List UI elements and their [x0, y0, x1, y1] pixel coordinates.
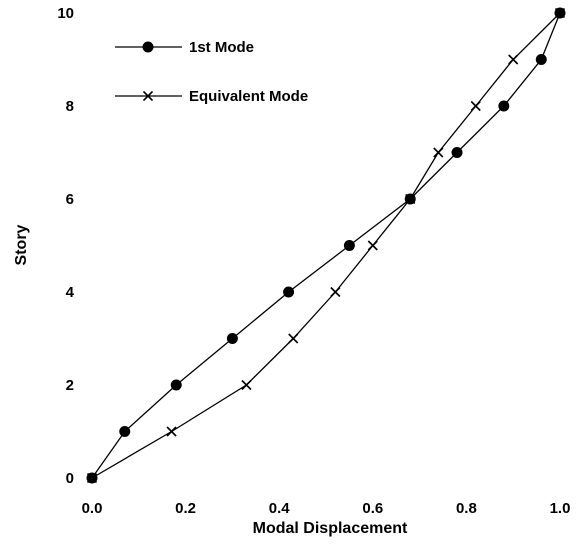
series-2-point [508, 54, 519, 65]
series-1-point [119, 426, 131, 437]
legend-marker [142, 41, 154, 53]
legend-label: 1st Mode [189, 39, 254, 56]
legend-item-1: 1st Mode [115, 39, 254, 56]
y-tick-label: 10 [57, 5, 74, 22]
series-2-point [86, 472, 98, 484]
series-2-point [330, 286, 341, 298]
series-1-point [170, 379, 182, 391]
series-1-point [535, 54, 547, 65]
y-tick-label: 4 [66, 284, 75, 301]
series-2-point [470, 100, 481, 112]
x-tick-label: 0.2 [175, 500, 196, 517]
x-tick-label: 0.6 [362, 500, 383, 517]
series-2-point [433, 147, 444, 158]
series-2-point [554, 7, 566, 19]
legend-label: Equivalent Mode [189, 88, 308, 105]
series-2-point [166, 426, 177, 437]
series-1-point [283, 286, 295, 298]
x-tick-label: 0.8 [456, 500, 477, 517]
x-tick-label: 0.0 [82, 500, 103, 517]
y-axis-label: Story [13, 224, 30, 265]
y-tick-labels: 0 2 4 6 8 10 [57, 5, 74, 487]
x-axis-label: Modal Displacement [253, 520, 408, 537]
y-tick-label: 8 [66, 98, 74, 115]
series-2-point [367, 240, 378, 251]
x-tick-labels: 0.0 0.2 0.4 0.6 0.8 1.0 [82, 500, 571, 517]
y-tick-label: 2 [66, 377, 74, 394]
x-tick-label: 1.0 [550, 500, 571, 517]
legend: 1st Mode Equivalent Mode [115, 39, 308, 105]
y-tick-label: 0 [66, 470, 74, 487]
legend-marker [142, 90, 154, 102]
series-2-point [288, 333, 299, 344]
series-1-point [226, 333, 238, 344]
series-2-point [241, 379, 252, 391]
x-tick-label: 0.4 [269, 500, 291, 517]
y-tick-label: 6 [66, 191, 74, 208]
series-1-point [498, 100, 510, 112]
series-line-2 [91, 12, 561, 479]
plot-series [86, 7, 566, 484]
series-2-point [405, 193, 416, 205]
series-1-point [451, 147, 463, 158]
legend-item-2: Equivalent Mode [115, 88, 308, 105]
series-line-1 [91, 12, 561, 479]
series-1-point [343, 240, 355, 251]
